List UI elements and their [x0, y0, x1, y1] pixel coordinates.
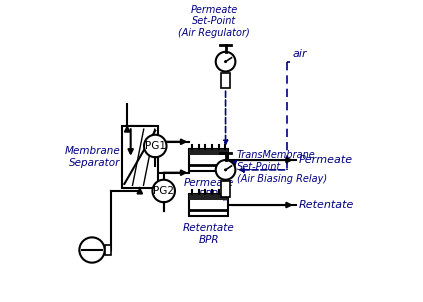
Bar — [221, 181, 231, 197]
Text: PG2: PG2 — [153, 186, 174, 196]
Bar — [221, 73, 231, 88]
Circle shape — [144, 135, 167, 157]
Circle shape — [80, 237, 104, 263]
Circle shape — [225, 169, 226, 171]
Circle shape — [152, 180, 175, 202]
Circle shape — [216, 160, 235, 180]
Text: air: air — [293, 49, 308, 59]
Text: Retentate: Retentate — [299, 200, 354, 210]
Text: Retentate
BPR: Retentate BPR — [183, 223, 235, 245]
Circle shape — [216, 52, 235, 72]
Bar — [189, 194, 228, 216]
Text: Membrane
Separator: Membrane Separator — [64, 146, 120, 168]
Text: Permeate: Permeate — [299, 155, 353, 165]
Bar — [121, 126, 158, 188]
Text: PG1: PG1 — [145, 141, 166, 151]
Text: Permeate
BPR: Permeate BPR — [184, 178, 234, 200]
Text: TransMembrane
Set-Point
(Air Biasing Relay): TransMembrane Set-Point (Air Biasing Rel… — [237, 150, 327, 184]
Bar — [189, 149, 228, 155]
Bar — [189, 194, 228, 200]
Text: Permeate
Set-Point
(Air Regulator): Permeate Set-Point (Air Regulator) — [179, 5, 250, 38]
Bar — [189, 149, 228, 171]
Circle shape — [225, 61, 226, 63]
Bar — [104, 245, 111, 255]
